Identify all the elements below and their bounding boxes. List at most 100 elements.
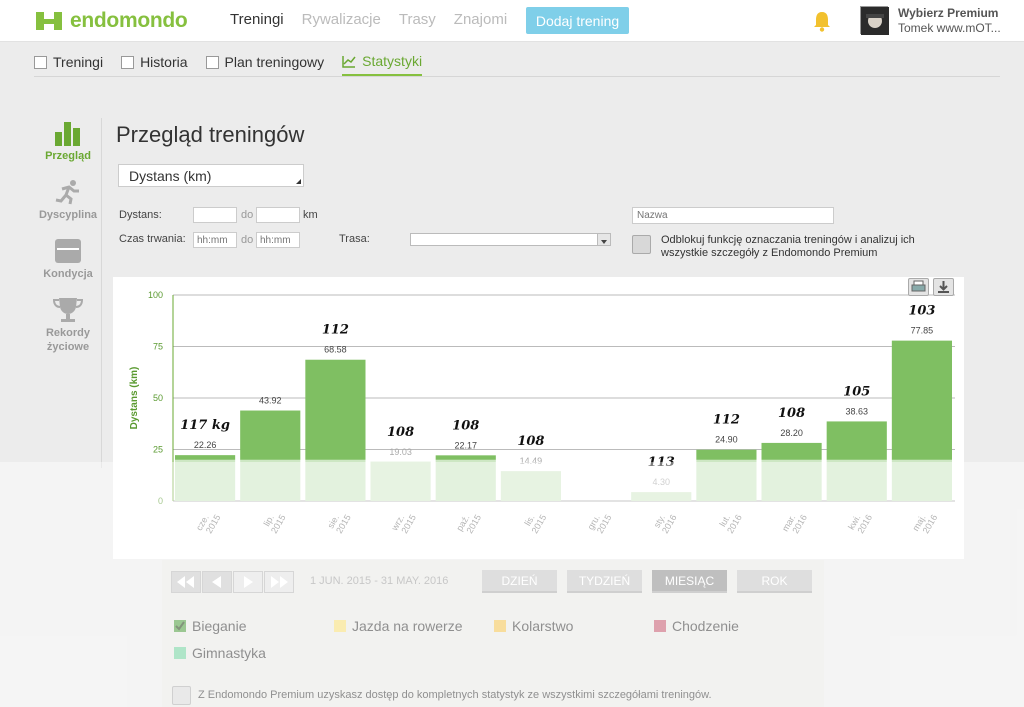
bar bbox=[891, 340, 952, 460]
distance-min-input[interactable] bbox=[193, 207, 237, 223]
data-label: 14.49 bbox=[520, 456, 543, 466]
bar-base bbox=[696, 459, 757, 501]
sidebar-item-kondycja[interactable]: Kondycja bbox=[34, 236, 102, 281]
x-tick-label: sty.2016 bbox=[651, 508, 678, 535]
color-swatch bbox=[654, 620, 666, 632]
trophy-icon bbox=[34, 295, 102, 323]
subnav-plan[interactable]: Plan treningowy bbox=[205, 48, 325, 76]
subnav-label: Plan treningowy bbox=[224, 54, 325, 70]
x-tick-label: mar.2016 bbox=[780, 508, 809, 538]
x-tick-label: cze.2015 bbox=[194, 508, 223, 537]
lock-icon bbox=[632, 235, 651, 254]
metric-select[interactable]: Dystans (km) bbox=[118, 164, 304, 187]
bar bbox=[435, 455, 496, 460]
duration-label: Czas trwania: bbox=[119, 233, 186, 245]
legend-label: Jazda na rowerze bbox=[352, 618, 463, 634]
unlock-premium-text: Odblokuj funkcję oznaczania treningów i … bbox=[661, 234, 915, 259]
bar-base bbox=[826, 459, 887, 501]
brand-name: endomondo bbox=[70, 9, 188, 32]
nav-trasy[interactable]: Trasy bbox=[398, 11, 436, 28]
bar bbox=[240, 410, 301, 460]
sidebar-divider bbox=[101, 118, 102, 468]
range-week-button[interactable]: TYDZIEŃ bbox=[567, 570, 642, 593]
bar bbox=[826, 421, 887, 460]
data-label: 77.85 bbox=[911, 326, 934, 336]
legend-label: Chodzenie bbox=[672, 618, 739, 634]
download-icon[interactable] bbox=[933, 278, 954, 296]
list-icon bbox=[121, 55, 135, 69]
bell-icon[interactable] bbox=[812, 10, 832, 32]
sidebar-item-rekordy[interactable]: Rekordy życiowe bbox=[34, 295, 102, 354]
sidebar-label: Przegląd bbox=[45, 150, 91, 162]
bar-chart-icon bbox=[34, 118, 102, 146]
weight-annotation: 113 bbox=[648, 455, 675, 470]
weight-annotation: 103 bbox=[908, 304, 935, 319]
nav-rywalizacje[interactable]: Rywalizacje bbox=[301, 11, 381, 28]
weight-annotation: 108 bbox=[452, 418, 479, 433]
add-workout-button[interactable]: Dodaj trening bbox=[526, 7, 629, 34]
weight-annotation: 112 bbox=[713, 413, 740, 428]
bar-base bbox=[500, 471, 561, 501]
legend-cycling[interactable]: Jazda na rowerze bbox=[334, 618, 463, 634]
legend-road-cycling[interactable]: Kolarstwo bbox=[494, 618, 573, 634]
data-label: 38.63 bbox=[845, 406, 868, 416]
route-select[interactable] bbox=[410, 233, 611, 246]
premium-link[interactable]: Wybierz Premium bbox=[898, 6, 999, 20]
date-range: 1 JUN. 2015 - 31 MAY. 2016 bbox=[310, 575, 449, 587]
y-tick-label: 75 bbox=[153, 342, 163, 352]
legend-running[interactable]: Bieganie bbox=[174, 618, 247, 634]
y-tick-label: 25 bbox=[153, 445, 163, 455]
range-month-button[interactable]: MIESIĄC bbox=[652, 570, 727, 593]
distance-bar-chart: 0 25 50 75 100 Dystans (km) 22.26 117 kg cze.201… bbox=[129, 290, 955, 538]
page-title: Przegląd treningów bbox=[116, 122, 305, 147]
weight-annotation: 112 bbox=[322, 323, 349, 338]
first-page-button[interactable] bbox=[171, 571, 201, 593]
user-name[interactable]: Tomek www.mOT... bbox=[898, 21, 1001, 35]
x-tick-label: sie.2015 bbox=[325, 508, 352, 535]
km-unit: km bbox=[303, 209, 318, 221]
subnav-treningi[interactable]: Treningi bbox=[34, 48, 103, 76]
bar bbox=[696, 449, 757, 460]
distance-max-input[interactable] bbox=[256, 207, 300, 223]
last-page-button[interactable] bbox=[264, 571, 294, 593]
top-bar: endomondo Treningi Rywalizacje Trasy Zna… bbox=[0, 0, 1024, 42]
subnav-statystyki[interactable]: Statystyki bbox=[342, 48, 423, 76]
sidebar-item-przeglad[interactable]: Przegląd bbox=[34, 118, 102, 163]
name-input[interactable] bbox=[632, 207, 834, 224]
nav-znajomi[interactable]: Znajomi bbox=[453, 11, 508, 28]
stats-sidebar: Przegląd Dyscyplina Kondycja Rekordy życ… bbox=[34, 118, 102, 368]
x-tick-label: lut.2016 bbox=[716, 508, 743, 535]
data-label: 19.03 bbox=[389, 447, 412, 457]
chart-area: 0 25 50 75 100 Dystans (km) 22.26 117 kg cze.201… bbox=[113, 277, 964, 559]
range-year-button[interactable]: ROK bbox=[737, 570, 812, 593]
nav-treningi[interactable]: Treningi bbox=[230, 11, 284, 28]
avatar[interactable] bbox=[860, 6, 889, 35]
subnav-label: Treningi bbox=[53, 54, 104, 70]
prev-page-button[interactable] bbox=[202, 571, 232, 593]
bar bbox=[761, 442, 822, 460]
sidebar-label: Dyscyplina bbox=[38, 209, 98, 221]
subnav-historia[interactable]: Historia bbox=[121, 48, 188, 76]
legend-walking[interactable]: Chodzenie bbox=[654, 618, 739, 634]
calendar-icon bbox=[34, 55, 47, 69]
legend-label: Kolarstwo bbox=[512, 618, 574, 634]
print-icon[interactable] bbox=[908, 278, 929, 296]
next-page-button[interactable] bbox=[233, 571, 263, 593]
duration-min-input[interactable] bbox=[193, 232, 237, 248]
range-day-button[interactable]: DZIEŃ bbox=[482, 570, 557, 593]
bar-base bbox=[240, 459, 301, 501]
y-tick-label: 50 bbox=[153, 393, 163, 403]
brand-icon bbox=[36, 12, 62, 30]
legend-gymnastics[interactable]: Gimnastyka bbox=[174, 645, 266, 661]
bar-base bbox=[761, 459, 822, 501]
main-nav: Treningi Rywalizacje Trasy Znajomi bbox=[230, 11, 525, 28]
plan-icon bbox=[205, 55, 219, 69]
logo[interactable]: endomondo bbox=[36, 9, 188, 33]
x-tick-label: wrz.2015 bbox=[389, 508, 418, 538]
sidebar-item-dyscyplina[interactable]: Dyscyplina bbox=[34, 177, 102, 222]
bar bbox=[305, 359, 366, 460]
sub-nav: Treningi Historia Plan treningowy Statys… bbox=[34, 48, 1000, 77]
duration-max-input[interactable] bbox=[256, 232, 300, 248]
subnav-label: Historia bbox=[140, 54, 188, 70]
bar-base bbox=[305, 459, 366, 501]
